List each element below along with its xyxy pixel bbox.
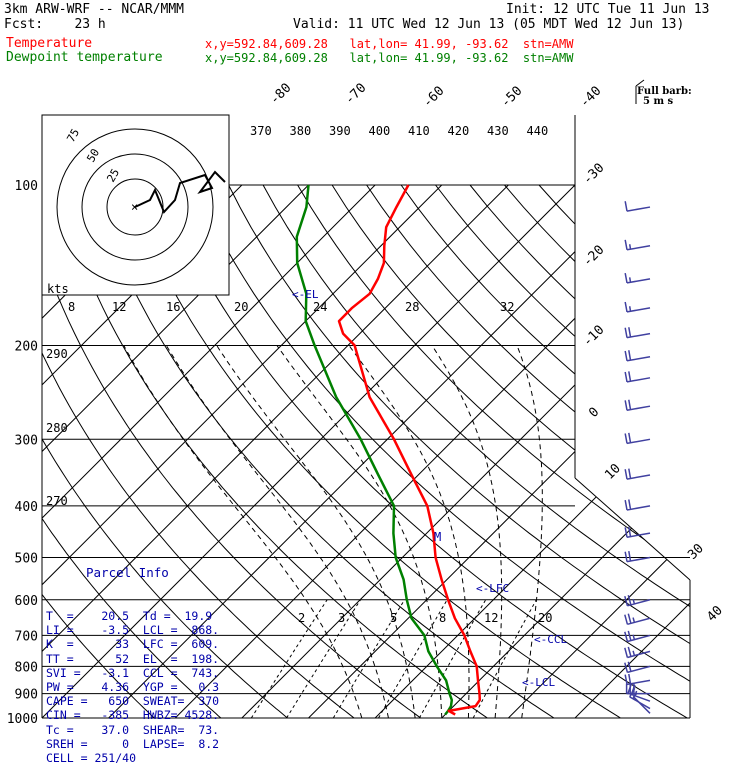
moist-adiabat-line [517,345,542,718]
isotherm-label: -40 [577,84,604,111]
isotherm-label: -50 [498,84,525,111]
pressure-tick-label: 700 [15,629,38,644]
isotherm-line [309,185,740,718]
pressure-tick-label: 400 [15,500,38,515]
isotherm-label: -60 [420,84,447,111]
wind-barb [625,631,650,642]
dry-adiabat-line [574,185,740,729]
wind-barb [625,350,650,361]
pressure-tick-label: 300 [15,433,38,448]
theta-side-label: 280 [46,421,68,435]
isotherm-label: 40 [704,603,726,625]
moist-adiabat-line [349,345,469,718]
right-axis-slant [575,478,690,580]
dry-adiabat-line [263,185,740,729]
theta-side-label: 270 [46,494,68,508]
wind-barb [625,433,650,444]
isotherm-line [175,185,708,718]
theta-e-label: 8 [68,300,75,314]
mixing-ratio-label: 5 [390,611,397,625]
theta-e-label: 12 [112,300,126,314]
theta-top-label: 430 [487,124,509,138]
theta-top-label: 390 [329,124,351,138]
wind-barb [625,469,650,480]
pressure-tick-label: 100 [15,179,38,194]
wind-barb [625,273,650,283]
ccl-marker: <-CCL [534,633,567,646]
mixing-ratio-label: 12 [484,611,498,625]
wind-barb [625,527,650,538]
lcl-marker: <-LCL [522,676,555,689]
pressure-tick-label: 900 [15,688,38,703]
theta-e-label: 24 [313,300,327,314]
theta-top-label: 410 [408,124,430,138]
pressure-tick-label: 600 [15,594,38,609]
parcel-info-line: SVI = -3.1 CCL = 743. [46,666,219,680]
isotherm-label: 0 [586,405,602,421]
parcel-info-line: TT = 52 EL = 198. [46,652,219,666]
theta-e-label: 32 [500,300,514,314]
parcel-info-line: T = 20.5 Td = 19.9 [46,609,219,623]
dry-adiabat-line [194,185,740,729]
wind-barb [625,551,650,562]
wind-barb [625,327,650,337]
isotherm-label: -20 [580,243,607,270]
theta-side-label: 290 [46,347,68,361]
wind-barb [625,614,650,625]
isotherm-label: 30 [685,541,707,563]
wind-barb [625,240,650,250]
wind-barb [625,371,650,382]
isotherm-label: -10 [580,323,607,350]
full-barb-value: 5 m s [643,96,674,107]
isotherm-label: -80 [267,81,294,108]
theta-top-label: 370 [250,124,272,138]
wind-barb [625,302,650,312]
isotherm-label: 10 [602,461,624,483]
theta-top-label: 420 [448,124,470,138]
dry-adiabat-line [505,185,740,729]
moist-adiabat-line [432,345,502,718]
parcel-info-line: LI = -3.5 LCL = 868. [46,623,219,637]
dry-adiabat-line [229,185,740,729]
parcel-info-line: SREH = 0 LAPSE= 8.2 [46,737,219,751]
theta-e-label: 28 [405,300,419,314]
mixing-ratio-label: 8 [439,611,446,625]
pressure-tick-label: 800 [15,660,38,675]
el-marker: <-EL [292,288,319,301]
wind-barb [625,662,650,673]
theta-top-label: 380 [290,124,312,138]
m-marker: M [434,530,441,544]
dry-adiabat-line [160,185,707,729]
parcel-info-line: CIN = -385 HWBZ= 4528. [46,708,219,722]
isotherm-line [242,185,740,718]
theta-e-label: 20 [234,300,248,314]
dry-adiabat-line [367,185,740,729]
parcel-info-title: Parcel Info [46,566,219,580]
parcel-info-line: CELL = 251/40 [46,751,219,765]
wind-barb [625,201,650,211]
isotherm-line [575,185,740,718]
mixing-ratio-label: 3 [338,611,345,625]
parcel-info-line: Tc = 37.0 SHEAR= 73. [46,723,219,737]
wind-barb [625,500,650,511]
theta-top-label: 400 [369,124,391,138]
theta-top-label: 440 [527,124,549,138]
theta-e-label: 16 [166,300,180,314]
parcel-info-line: PW = 4.36 YGP = 0.3 [46,680,219,694]
mixing-ratio-line [251,600,327,718]
pressure-tick-label: 500 [15,552,38,567]
pressure-tick-label: 200 [15,339,38,354]
parcel-info-line: K = 33 LFC = 609. [46,637,219,651]
isotherm-label: -30 [580,161,607,188]
mixing-ratio-label: 2 [298,611,305,625]
lfc-marker: <-LFC [476,582,509,595]
isotherm-label: -70 [342,81,369,108]
hodograph-units: kts [47,282,69,296]
wind-barb [625,400,650,410]
dry-adiabat-line [298,185,740,729]
parcel-info-line: CAPE = 650 SWEAT= 370 [46,694,219,708]
mixing-ratio-label: 20 [538,611,552,625]
pressure-tick-label: 1000 [7,712,38,727]
